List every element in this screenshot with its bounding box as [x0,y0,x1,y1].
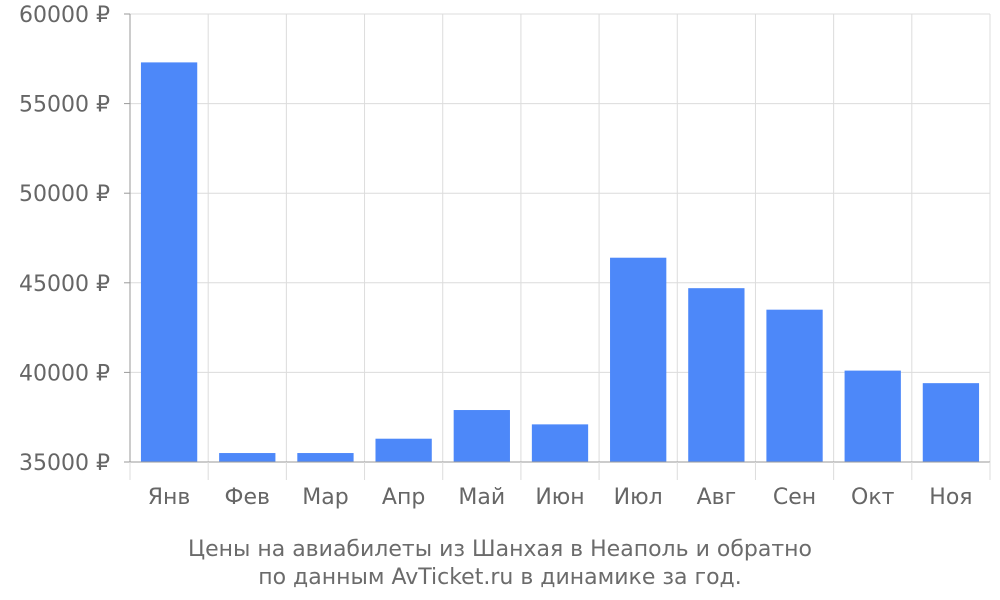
y-tick-label: 35000 ₽ [19,451,110,476]
caption-line-1: Цены на авиабилеты из Шанхая в Неаполь и… [188,537,812,562]
caption-line-2: по данным AvTicket.ru в динамике за год. [258,565,742,590]
x-tick-label: Янв [148,485,191,510]
bar-9 [766,309,823,462]
bar-8 [688,288,745,462]
x-tick-label: Авг [697,485,737,510]
y-tick-label: 60000 ₽ [19,3,110,28]
y-tick-label: 50000 ₽ [19,182,110,207]
bar-1 [140,62,198,462]
x-tick-label: Мар [302,485,348,510]
x-tick-label: Июн [535,485,584,510]
x-tick-label: Окт [851,485,895,510]
y-tick-label: 55000 ₽ [19,93,110,118]
x-tick-label: Июл [614,485,663,510]
y-tick-label: 45000 ₽ [19,272,110,297]
y-tick-label: 40000 ₽ [19,361,110,386]
bar-6 [531,424,589,462]
bar-10 [844,370,901,462]
bar-11 [922,383,980,462]
x-tick-label: Апр [382,485,425,510]
bar-5 [453,410,510,462]
bar-7 [610,257,667,462]
grid-layer [130,13,991,463]
axes-layer [124,13,991,480]
bar-4 [375,438,432,462]
bar-2 [219,453,276,462]
x-tick-label: Май [458,485,505,510]
x-tick-label: Фев [225,485,270,510]
bar-3 [297,453,354,462]
x-tick-label: Ноя [929,485,972,510]
x-tick-label: Сен [773,485,816,510]
bars-layer [140,62,980,462]
labels-layer: 35000 ₽ 40000 ₽ 45000 ₽ 50000 ₽ 55000 ₽ 60000… [19,3,973,510]
